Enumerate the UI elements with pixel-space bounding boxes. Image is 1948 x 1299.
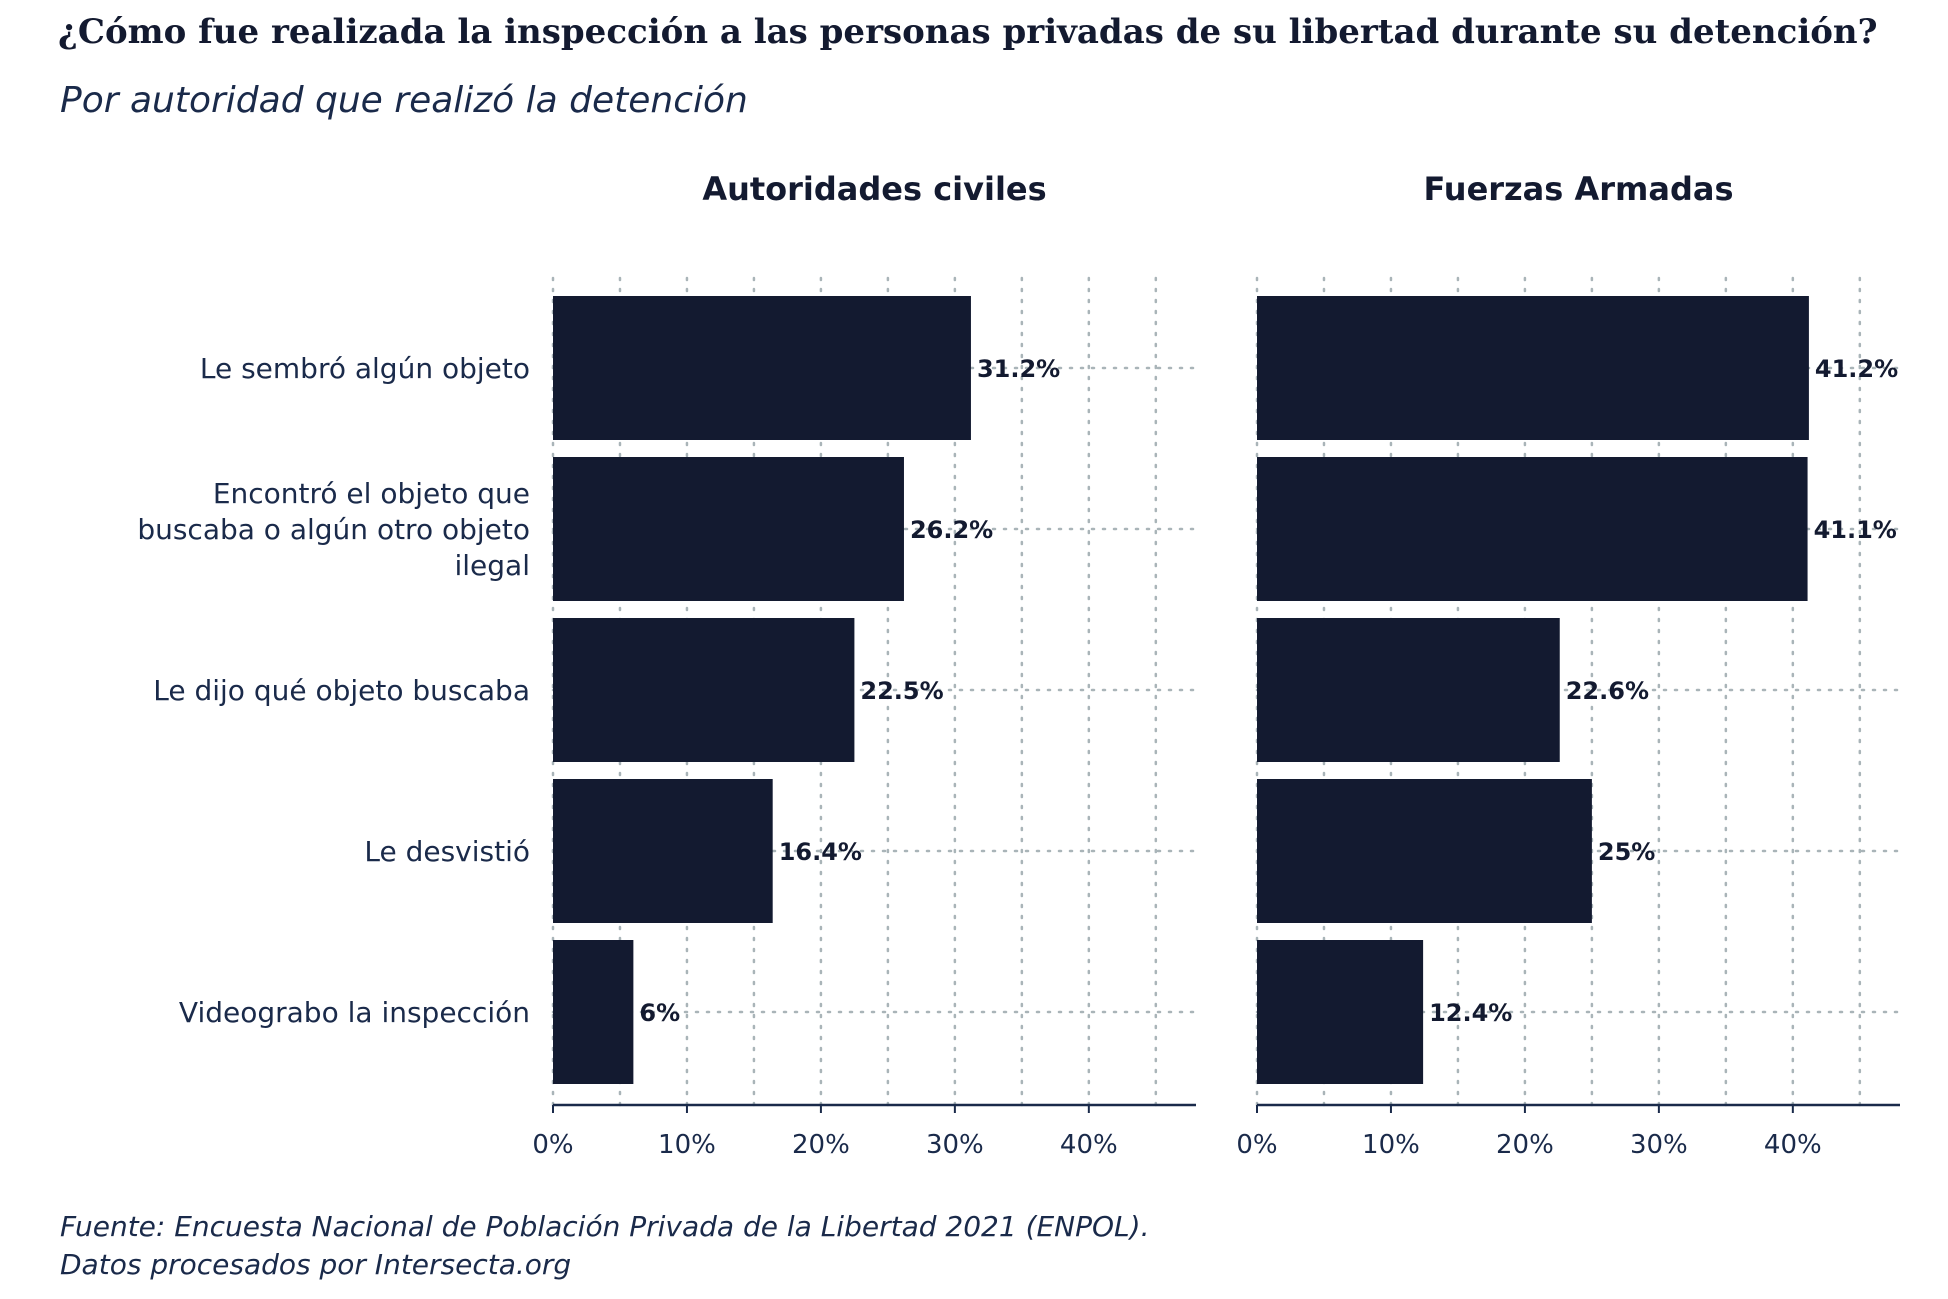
data-label-panel-0-row-3: 16.4% (779, 838, 862, 866)
category-label-2-line-0: Le dijo qué objeto buscaba (153, 674, 530, 707)
category-label-3-line-0: Le desvistió (364, 835, 530, 868)
x-tick-label-40-panel-1: 40% (1764, 1130, 1822, 1160)
caption-line-source: Fuente: Encuesta Nacional de Población P… (60, 1210, 1150, 1243)
caption-line-processing: Datos procesados por Intersecta.org (60, 1248, 572, 1281)
data-label-panel-0-row-1: 26.2% (910, 516, 993, 544)
x-tick-label-20-panel-1: 20% (1496, 1130, 1554, 1160)
data-label-panel-0-row-4: 6% (639, 999, 680, 1027)
chart-caption: Fuente: Encuesta Nacional de Población P… (60, 1208, 1149, 1284)
category-label-1-line-0: Encontró el objeto que (213, 477, 530, 510)
bar-panel-1-row-0 (1257, 296, 1809, 440)
data-label-panel-1-row-0: 41.2% (1815, 355, 1898, 383)
data-label-panel-1-row-2: 22.6% (1566, 677, 1649, 705)
data-label-panel-1-row-3: 25% (1598, 838, 1655, 866)
bar-panel-0-row-0 (553, 296, 971, 440)
x-tick-label-30-panel-0: 30% (926, 1130, 984, 1160)
bar-panel-0-row-3 (553, 779, 773, 923)
chart-subtitle: Por autoridad que realizó la detención (60, 80, 748, 121)
bar-panel-1-row-2 (1257, 618, 1560, 762)
chart-title: ¿Cómo fue realizada la inspección a las … (58, 12, 1878, 52)
x-tick-label-10-panel-1: 10% (1362, 1130, 1420, 1160)
category-label-1-line-2: ilegal (455, 549, 531, 582)
bar-panel-1-row-1 (1257, 457, 1808, 601)
data-label-panel-1-row-4: 12.4% (1429, 999, 1512, 1027)
x-tick-label-30-panel-1: 30% (1630, 1130, 1688, 1160)
bar-panel-1-row-3 (1257, 779, 1592, 923)
category-label-4-line-0: Videograbo la inspección (179, 996, 530, 1029)
data-label-panel-1-row-1: 41.1% (1814, 516, 1897, 544)
bar-panel-0-row-4 (553, 940, 634, 1084)
x-tick-label-0-panel-0: 0% (532, 1130, 573, 1160)
x-tick-label-0-panel-1: 0% (1236, 1130, 1277, 1160)
category-label-1-line-1: buscaba o algún otro objeto (137, 513, 530, 546)
bar-panel-0-row-1 (553, 457, 904, 601)
panel-title-1: Fuerzas Armadas (1424, 170, 1734, 208)
data-label-panel-0-row-2: 22.5% (860, 677, 943, 705)
data-label-panel-0-row-0: 31.2% (977, 355, 1060, 383)
bar-panel-0-row-2 (553, 618, 855, 762)
bar-panel-1-row-4 (1257, 940, 1424, 1084)
category-label-0-line-0: Le sembró algún objeto (200, 352, 530, 385)
panel-title-0: Autoridades civiles (702, 170, 1046, 208)
x-tick-label-20-panel-0: 20% (792, 1130, 850, 1160)
x-tick-label-10-panel-0: 10% (658, 1130, 716, 1160)
x-tick-label-40-panel-0: 40% (1060, 1130, 1118, 1160)
